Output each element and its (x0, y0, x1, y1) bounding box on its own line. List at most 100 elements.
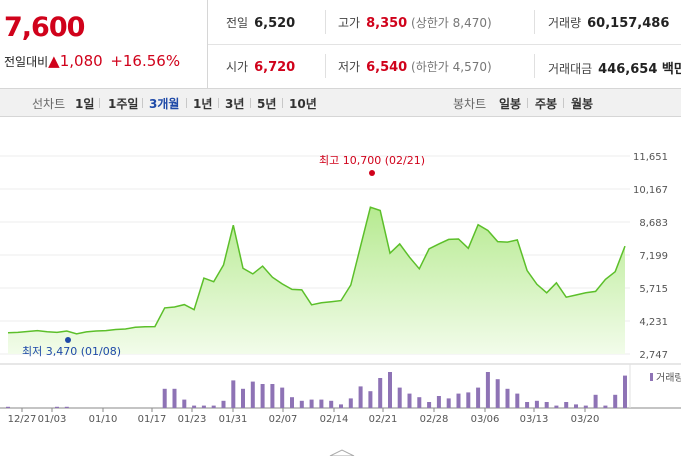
y-tick-label: 4,231 (639, 317, 668, 328)
volume-bar (593, 394, 598, 408)
volume-bar (623, 375, 627, 408)
volume-bar (505, 388, 510, 408)
change-label: 전일대비 (4, 55, 49, 69)
tab-weekly[interactable]: 주봉 (535, 97, 558, 111)
volume-bar (436, 396, 441, 408)
volume-bar (339, 404, 343, 408)
volume-bar (201, 405, 206, 408)
trade-volume: 거래량 60,157,486 (548, 16, 670, 31)
volume-bar (417, 397, 422, 408)
price-change: 전일대비▲1,080 +16.56% (4, 52, 180, 70)
price-area (8, 207, 625, 354)
x-tick-label: 02/14 (320, 414, 349, 425)
volume-bar (309, 399, 314, 408)
volume-bar (182, 399, 187, 408)
y-tick-label: 11,651 (633, 152, 668, 163)
volume-bar (476, 387, 481, 408)
min-annotation: 최저 3,470 (01/08) (22, 345, 121, 358)
tab-1d[interactable]: 1일 (75, 97, 95, 111)
volume-bar (250, 381, 255, 408)
x-tick-label: 01/31 (219, 414, 248, 425)
quote-info-table: 전일 6,520 고가 8,350 (상한가 8,470) 거래량 60,157,48… (207, 0, 681, 88)
price-chart: 11,651 10,167 8,683 7,199 5,715 4,231 2,747 12… (0, 152, 681, 456)
max-annotation: 최고 10,700 (02/21) (319, 154, 425, 167)
volume-bar (368, 391, 373, 408)
tab-10y[interactable]: 10년 (289, 97, 317, 111)
y-tick-label: 2,747 (639, 350, 668, 361)
volume-bar (544, 402, 549, 408)
volume-bar (515, 393, 520, 408)
prev-close: 전일 6,520 (226, 16, 296, 31)
chart-period-tabs: 선차트 1일 1주일 3개월 1년 3년 5년 10년 봉차트 일봉 주봉 월봉 (0, 89, 681, 117)
volume-bar (348, 398, 353, 408)
x-tick-label: 01/17 (138, 414, 167, 425)
tab-monthly[interactable]: 월봉 (571, 97, 594, 111)
x-tick-label: 01/10 (89, 414, 118, 425)
volume-bar (427, 402, 432, 408)
line-chart-label: 선차트 (32, 97, 66, 111)
volume-bar (378, 378, 383, 408)
volume-bar (319, 399, 324, 408)
volume-bar (525, 402, 530, 408)
tab-5y[interactable]: 5년 (257, 97, 277, 111)
volume-bar (466, 392, 471, 408)
expand-icon[interactable] (329, 449, 355, 456)
volume-bar (534, 400, 539, 408)
tab-1y[interactable]: 1년 (193, 97, 213, 111)
volume-bar (397, 387, 402, 408)
y-tick-label: 7,199 (639, 251, 668, 262)
volume-bar (241, 388, 245, 408)
volume-bar (299, 400, 304, 408)
trade-amount: 거래대금 446,654 백만 (548, 62, 681, 77)
y-tick-label: 10,167 (633, 185, 668, 196)
y-tick-label: 5,715 (639, 284, 668, 295)
volume-bar (6, 406, 10, 408)
change-percent: +16.56% (110, 52, 181, 70)
volume-bar (192, 405, 197, 408)
volume-bar (613, 394, 618, 408)
volume-bar (495, 379, 500, 408)
change-value: 1,080 (59, 52, 103, 70)
open-price: 시가 6,720 (226, 60, 296, 75)
x-tick-label: 03/13 (520, 414, 549, 425)
x-tick-label: 12/27 (8, 414, 37, 425)
volume-bar (211, 405, 216, 408)
volume-bar (55, 406, 59, 408)
volume-bar (260, 384, 265, 408)
quote-header: 7,600 전일대비▲1,080 +16.56% 전일 6,520 고가 8,350… (0, 0, 681, 89)
volume-bar (162, 388, 167, 408)
volume-bar (64, 406, 69, 408)
x-tick-label: 02/21 (369, 414, 398, 425)
volume-bar (172, 388, 177, 408)
x-tick-label: 03/06 (471, 414, 500, 425)
volume-bar (290, 397, 294, 408)
max-marker (369, 170, 375, 176)
candle-chart-label: 봉차트 (453, 97, 487, 111)
x-tick-label: 01/03 (38, 414, 67, 425)
volume-legend-swatch (650, 373, 653, 381)
x-tick-label: 03/20 (571, 414, 600, 425)
volume-bar (456, 393, 461, 408)
tab-3m[interactable]: 3개월 (149, 97, 180, 111)
volume-bar (270, 384, 275, 408)
tab-1w[interactable]: 1주일 (108, 97, 139, 111)
volume-bar (583, 405, 588, 408)
y-tick-label: 8,683 (639, 218, 668, 229)
current-price: 7,600 (4, 12, 85, 43)
x-tick-label: 02/28 (420, 414, 449, 425)
volume-bar (221, 400, 226, 408)
volume-bar (358, 386, 363, 408)
volume-bar (554, 405, 559, 408)
volume-bar (329, 400, 334, 408)
tab-daily[interactable]: 일봉 (499, 97, 522, 111)
volume-bar (574, 404, 578, 408)
volume-bar (231, 380, 236, 408)
volume-bar (388, 372, 392, 408)
x-tick-label: 01/23 (178, 414, 207, 425)
tab-3y[interactable]: 3년 (225, 97, 245, 111)
low-price: 저가 6,540 (하한가 4,570) (338, 60, 492, 75)
min-marker (65, 337, 71, 343)
volume-bar (280, 387, 285, 408)
volume-bar (407, 393, 412, 408)
volume-bar (603, 405, 608, 408)
